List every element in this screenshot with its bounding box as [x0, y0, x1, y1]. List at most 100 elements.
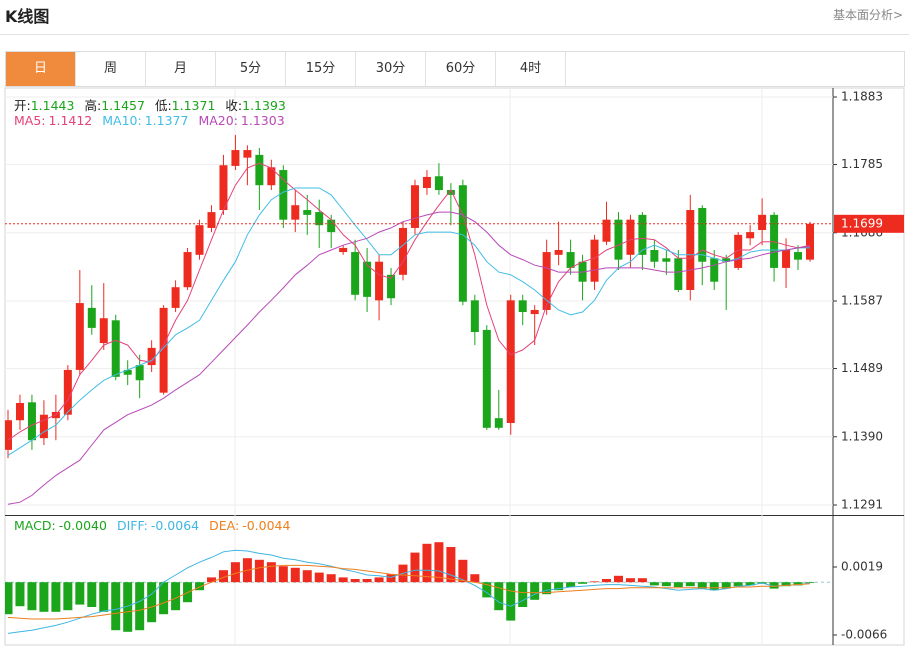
readout-label: 收: — [225, 98, 243, 113]
legend-entry: DIFF: -0.0064 — [117, 518, 199, 533]
macd-bar — [195, 582, 205, 591]
candle-body — [422, 176, 431, 188]
candle-body — [662, 258, 671, 262]
candle-body — [746, 232, 755, 239]
candle-body — [243, 150, 252, 158]
macd-bar — [15, 582, 25, 607]
candle-body — [315, 212, 324, 226]
macd-bar — [482, 582, 492, 598]
macd-readout: MACD: -0.0040 DIFF: -0.0064 DEA: -0.0044 — [14, 518, 290, 533]
legend-entry: DEA: -0.0044 — [209, 518, 290, 533]
macd-bar — [206, 577, 216, 583]
macd-bar — [781, 582, 791, 587]
candle-body — [410, 185, 419, 228]
readout-item: 开:1.1443 — [14, 95, 74, 114]
macd-bar — [458, 559, 468, 583]
candle-body — [375, 261, 384, 301]
candle-body — [195, 225, 204, 255]
line-0 — [7, 549, 811, 634]
candle-body — [327, 219, 336, 233]
macd-bar — [709, 582, 719, 591]
candle-body — [590, 239, 599, 282]
fundamental-link[interactable]: 基本面分析> — [832, 8, 903, 22]
macd-bar — [278, 566, 288, 583]
y-tick-label: 1.1785 — [841, 157, 883, 171]
macd-bar — [506, 582, 516, 621]
period-tab[interactable]: 15分 — [286, 52, 356, 86]
y-tick-label: -0.0066 — [841, 628, 887, 642]
readout-item: 收:1.1393 — [225, 95, 285, 114]
macd-bar — [135, 582, 145, 631]
legend-name: MA10: — [102, 113, 142, 128]
candle-body — [5, 420, 12, 450]
period-tab[interactable]: 周 — [76, 52, 146, 86]
y-tick-label: 1.1489 — [841, 361, 883, 375]
macd-bar — [733, 582, 743, 587]
legend-value: 1.1412 — [48, 113, 93, 128]
macd-bar — [386, 574, 396, 583]
period-tab[interactable]: 日 — [6, 52, 76, 86]
macd-bar — [123, 582, 133, 632]
candle-body — [734, 234, 743, 268]
candle-body — [638, 214, 647, 255]
macd-bar — [266, 562, 276, 583]
candle-body — [303, 210, 312, 215]
macd-bar — [721, 582, 731, 589]
macd-bar — [673, 582, 683, 587]
candle-body — [399, 227, 408, 275]
macd-bar — [769, 582, 779, 589]
legend-value: -0.0040 — [58, 518, 107, 533]
candle-body — [446, 190, 455, 195]
readout-item: 高:1.1457 — [84, 95, 144, 114]
candle-body — [123, 369, 132, 375]
legend-entry: MA5: 1.1412 — [14, 113, 92, 128]
candle-body — [722, 258, 731, 262]
period-tabs: 日周月 5分 15分 30分 60分 4时 — [5, 51, 905, 87]
divider — [0, 34, 909, 35]
period-tab[interactable]: 5分 — [216, 52, 286, 86]
macd-bar — [494, 582, 504, 611]
legend-entry: MACD: -0.0040 — [14, 518, 107, 533]
candle-body — [506, 300, 515, 423]
period-tab[interactable]: 月 — [146, 52, 216, 86]
candle-body — [231, 150, 240, 166]
macd-bar — [254, 559, 264, 583]
readout-value: 1.1371 — [171, 98, 216, 113]
candle-body — [339, 247, 348, 253]
line-1 — [7, 564, 811, 620]
y-tick-label: 1.1291 — [841, 498, 883, 512]
candle-body — [291, 205, 300, 220]
page-title: K线图 — [5, 7, 50, 26]
v-grid — [234, 88, 763, 645]
candle-body — [207, 212, 216, 228]
ma-readout: MA5: 1.1412 MA10: 1.1377 MA20: 1.1303 — [14, 113, 285, 128]
macd-bar — [446, 547, 456, 583]
plot — [5, 134, 814, 505]
macd-bar — [350, 579, 360, 583]
readout-value: 1.1443 — [30, 98, 75, 113]
candle-body — [434, 176, 443, 191]
period-tab[interactable]: 60分 — [426, 52, 496, 86]
candle-body — [351, 252, 360, 295]
macd-bar — [566, 582, 576, 587]
macd-bar — [87, 582, 97, 607]
y-tick-label: 0.0019 — [841, 560, 883, 574]
macd-bar — [542, 582, 552, 595]
candle-body — [782, 250, 791, 268]
legend-name: MACD: — [14, 518, 56, 533]
current-price-box — [834, 214, 904, 233]
macd-bar — [302, 570, 312, 583]
macd-bar — [171, 582, 181, 611]
macd-bar — [422, 543, 432, 583]
candle-body — [39, 414, 48, 439]
candle-body — [15, 403, 24, 421]
candle-body — [279, 170, 288, 220]
macd-bar — [147, 582, 157, 623]
period-tab[interactable]: 30分 — [356, 52, 426, 86]
period-tab[interactable]: 4时 — [496, 52, 566, 86]
macd-bar — [63, 582, 73, 611]
macd-bar — [374, 577, 384, 583]
y-tick-label: 1.1390 — [841, 429, 883, 443]
readout-label: 低: — [154, 98, 172, 113]
